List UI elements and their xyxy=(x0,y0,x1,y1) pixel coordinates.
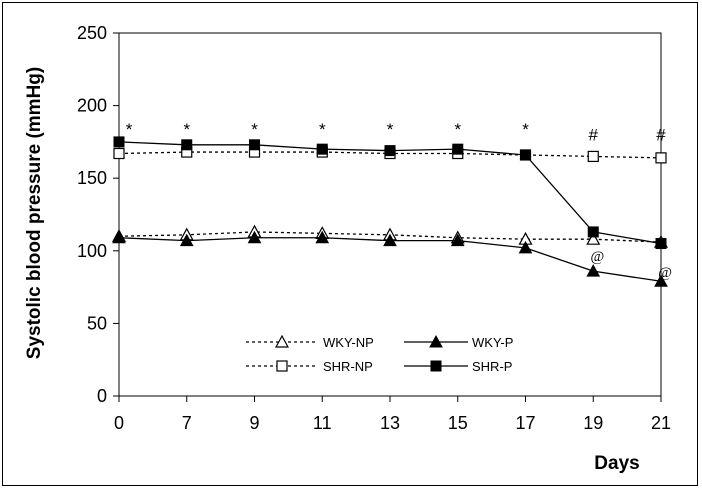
y-tick-label: 50 xyxy=(87,313,107,333)
significance-mark: * xyxy=(319,120,326,139)
legend-marker-shr-np xyxy=(276,360,288,372)
data-point-wky-p xyxy=(450,233,465,247)
series-shr-p xyxy=(113,136,667,250)
significance-mark: * xyxy=(522,120,529,139)
data-point-shr-p xyxy=(249,139,260,151)
data-point-shr-p xyxy=(520,149,531,161)
x-tick-label: 11 xyxy=(313,413,332,433)
data-point-shr-p xyxy=(452,143,464,155)
chart-frame xyxy=(2,2,698,486)
data-point-shr-np xyxy=(587,150,599,163)
significance-mark: # xyxy=(656,126,666,145)
significance-mark: @ xyxy=(658,265,672,281)
legend-item-wky-p: WKY-P xyxy=(404,334,513,350)
legend-item-shr-p: SHR-P xyxy=(404,359,512,374)
x-tick-label: 9 xyxy=(249,413,259,433)
legend-marker-shr-p xyxy=(430,360,442,372)
y-tick-label: 100 xyxy=(77,241,107,261)
series-wky-p xyxy=(112,230,668,287)
significance-mark: * xyxy=(183,120,190,139)
legend-marker-wky-np xyxy=(274,334,290,348)
data-point-shr-p xyxy=(587,226,599,238)
significance-mark: # xyxy=(589,126,599,145)
data-point-wky-np xyxy=(586,231,601,245)
data-point-shr-np xyxy=(113,147,125,160)
data-point-shr-np xyxy=(655,152,667,164)
data-point-wky-p xyxy=(179,233,194,247)
data-point-wky-p xyxy=(383,233,397,247)
data-point-wky-p xyxy=(654,274,668,287)
annotation-layer: * * * * * * * # # @ @ xyxy=(126,120,672,281)
significance-mark: * xyxy=(454,120,461,139)
legend-label-shr-p: SHR-P xyxy=(472,359,512,374)
y-tick-label: 200 xyxy=(77,96,107,116)
legend-label-shr-np: SHR-NP xyxy=(323,359,373,374)
significance-mark: * xyxy=(251,120,258,139)
axes: 0 50 100 150 200 250 0 7 9 11 13 15 17 19 21 xyxy=(77,23,671,433)
x-tick-label: 17 xyxy=(515,413,535,433)
data-point-wky-p xyxy=(518,240,533,254)
legend-item-shr-np: SHR-NP xyxy=(246,359,373,374)
data-point-wky-p xyxy=(112,230,126,244)
data-point-wky-p xyxy=(315,230,330,244)
significance-mark: * xyxy=(126,120,133,139)
x-tick-label: 19 xyxy=(583,413,603,433)
legend: WKY-NP WKY-P SHR-NP SHR-P xyxy=(246,334,513,374)
significance-mark: @ xyxy=(590,249,604,265)
x-tick-label: 21 xyxy=(651,413,671,433)
x-axis-title: Days xyxy=(594,453,639,474)
y-tick-label: 250 xyxy=(77,23,107,43)
y-tick-label: 150 xyxy=(77,168,107,188)
legend-marker-wky-p xyxy=(429,334,443,348)
series-layer xyxy=(111,136,669,287)
data-point-shr-p xyxy=(384,145,396,157)
data-point-shr-p xyxy=(316,143,328,155)
significance-mark: * xyxy=(387,120,394,139)
x-tick-label: 0 xyxy=(114,413,124,433)
x-tick-label: 15 xyxy=(448,413,468,433)
plot-area xyxy=(118,32,662,397)
y-tick-label: 0 xyxy=(97,386,107,406)
data-point-shr-p xyxy=(181,139,193,151)
legend-label-wky-np: WKY-NP xyxy=(323,335,374,350)
data-point-shr-p xyxy=(655,238,667,250)
legend-item-wky-np: WKY-NP xyxy=(246,334,374,350)
legend-label-wky-p: WKY-P xyxy=(472,335,513,350)
y-axis-title: Systolic blood pressure (mmHg) xyxy=(24,67,45,359)
data-point-shr-p xyxy=(113,136,125,148)
data-point-wky-p xyxy=(247,230,262,244)
x-tick-label: 13 xyxy=(380,413,400,433)
data-point-wky-p xyxy=(586,264,601,277)
x-tick-label: 7 xyxy=(182,413,192,433)
